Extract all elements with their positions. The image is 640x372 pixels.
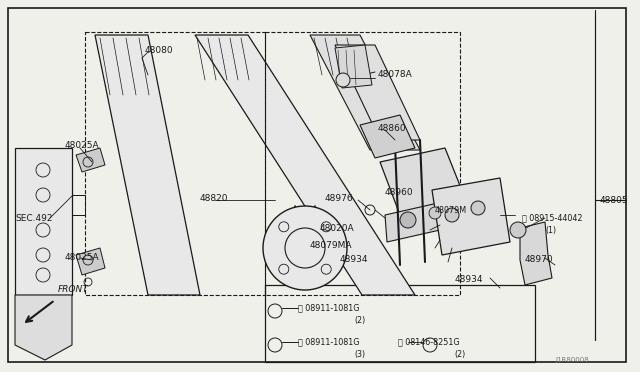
Bar <box>72 195 85 215</box>
Text: 48820: 48820 <box>200 193 228 202</box>
Text: Ⓝ 08911-1081G: Ⓝ 08911-1081G <box>298 337 360 346</box>
Polygon shape <box>76 148 105 172</box>
Polygon shape <box>360 115 415 158</box>
Text: 48080: 48080 <box>145 45 173 55</box>
Bar <box>265 285 535 362</box>
Text: 48960: 48960 <box>385 187 413 196</box>
Text: 48025A: 48025A <box>65 141 100 150</box>
Text: 48934: 48934 <box>455 276 483 285</box>
Text: 48079MA: 48079MA <box>310 241 353 250</box>
Text: J1R80008: J1R80008 <box>555 357 589 363</box>
Circle shape <box>510 222 526 238</box>
Text: 48860: 48860 <box>378 124 406 132</box>
Text: 48805: 48805 <box>600 196 628 205</box>
Polygon shape <box>15 148 72 295</box>
Polygon shape <box>310 35 420 150</box>
Text: (3): (3) <box>355 350 365 359</box>
Text: 48025A: 48025A <box>65 253 100 263</box>
Polygon shape <box>520 222 552 285</box>
Circle shape <box>471 201 485 215</box>
Text: 48934: 48934 <box>340 256 369 264</box>
Text: (1): (1) <box>545 225 556 234</box>
Text: (2): (2) <box>454 350 466 359</box>
Polygon shape <box>76 248 105 275</box>
Text: 48976: 48976 <box>325 193 354 202</box>
Polygon shape <box>15 295 72 360</box>
Polygon shape <box>380 148 465 215</box>
Polygon shape <box>335 45 420 140</box>
Text: FRONT: FRONT <box>58 285 89 295</box>
Circle shape <box>263 206 347 290</box>
Polygon shape <box>432 178 510 255</box>
Circle shape <box>400 212 416 228</box>
Circle shape <box>429 207 441 219</box>
Text: Ⓝ 08915-44042: Ⓝ 08915-44042 <box>522 214 582 222</box>
Text: 48020A: 48020A <box>320 224 355 232</box>
Polygon shape <box>95 35 200 295</box>
Text: (2): (2) <box>355 315 365 324</box>
Circle shape <box>445 208 459 222</box>
Polygon shape <box>195 35 415 295</box>
Text: Ⓑ 08146-8251G: Ⓑ 08146-8251G <box>398 337 460 346</box>
Text: 48078A: 48078A <box>378 70 413 78</box>
Circle shape <box>336 73 350 87</box>
Polygon shape <box>385 198 462 242</box>
Text: 48970: 48970 <box>525 256 554 264</box>
Polygon shape <box>335 45 372 88</box>
Text: Ⓝ 08911-1081G: Ⓝ 08911-1081G <box>298 304 360 312</box>
Text: SEC.492: SEC.492 <box>15 214 52 222</box>
Text: 48079M: 48079M <box>435 205 467 215</box>
